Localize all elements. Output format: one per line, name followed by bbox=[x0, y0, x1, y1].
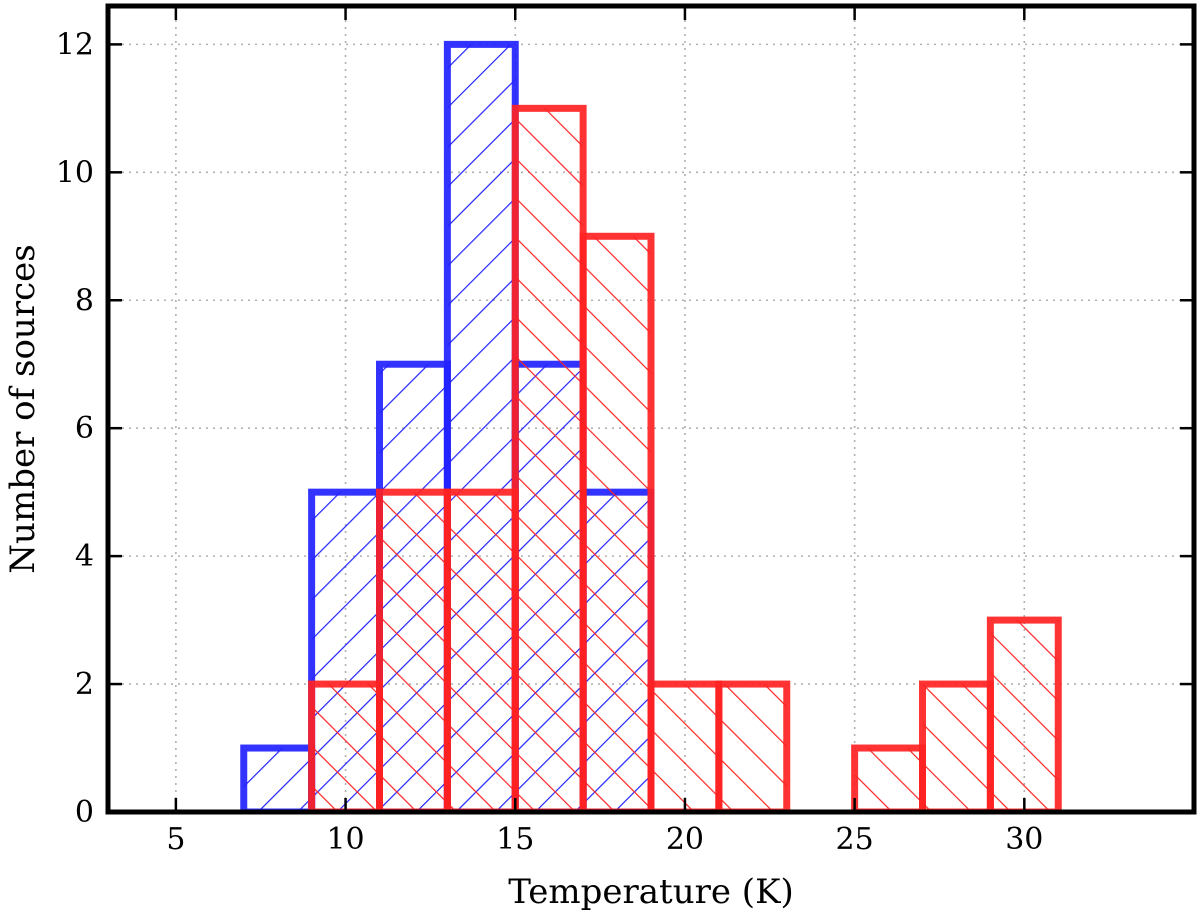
histogram-bar bbox=[986, 616, 1062, 812]
x-tick-label: 20 bbox=[666, 822, 704, 857]
histogram-bar bbox=[919, 680, 994, 812]
histogram-series-2 bbox=[175, 104, 1127, 812]
y-tick-label: 6 bbox=[75, 411, 94, 446]
histogram-bar bbox=[376, 488, 451, 812]
y-tick-label: 8 bbox=[75, 283, 94, 318]
y-tick-label: 0 bbox=[75, 795, 94, 830]
histogram-bar bbox=[579, 232, 655, 812]
x-tick-label: 10 bbox=[326, 822, 364, 857]
histogram-bar bbox=[647, 680, 723, 812]
y-tick-label: 10 bbox=[56, 155, 94, 190]
x-axis-label: Temperature (K) bbox=[508, 872, 793, 912]
y-tick-label: 4 bbox=[75, 539, 94, 574]
y-axis-label: Number of sources bbox=[3, 244, 43, 573]
x-tick-label: 30 bbox=[1005, 822, 1043, 857]
histogram-bar bbox=[308, 680, 383, 812]
histogram-bar bbox=[851, 744, 926, 812]
y-tick-label: 2 bbox=[75, 667, 94, 702]
x-tick-label: 25 bbox=[836, 822, 874, 857]
x-tick-label: 5 bbox=[166, 822, 185, 857]
histogram-bar bbox=[715, 680, 791, 812]
x-tick-label: 15 bbox=[496, 822, 534, 857]
histogram-bar bbox=[240, 744, 316, 812]
histogram-bar bbox=[511, 104, 587, 812]
histogram-bar bbox=[443, 488, 519, 812]
plot-frame bbox=[105, 3, 1197, 815]
y-tick-label: 12 bbox=[56, 27, 94, 62]
